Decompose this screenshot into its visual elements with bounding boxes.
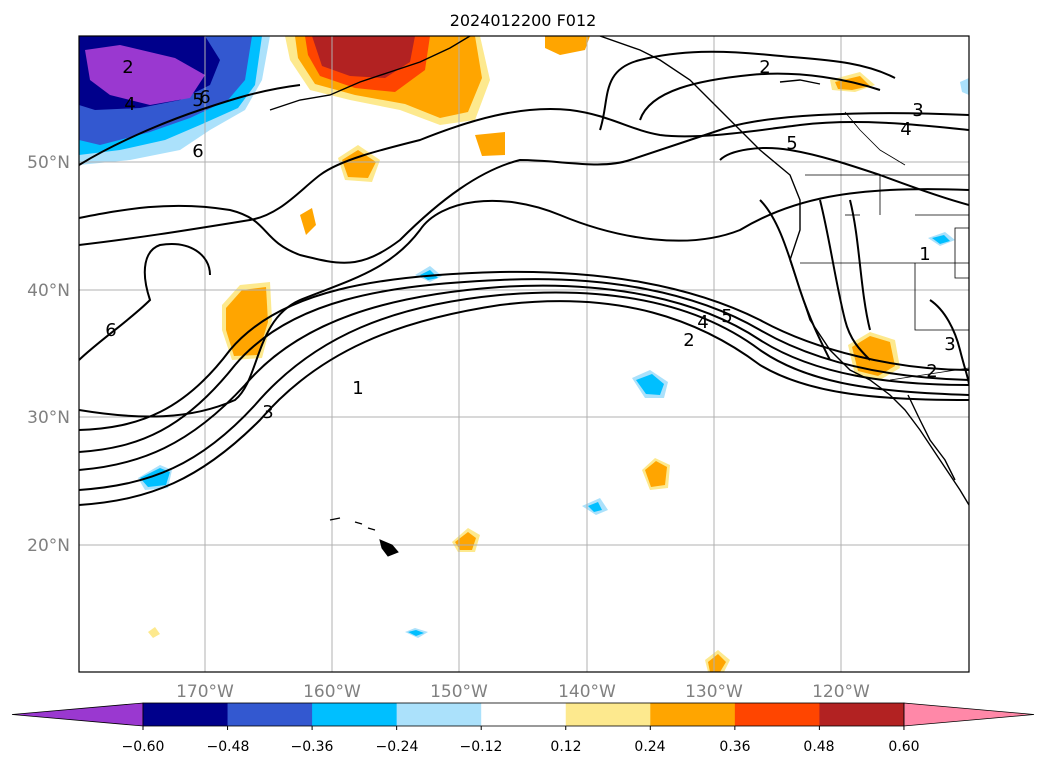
contour-lines: [79, 50, 969, 506]
colorbar-tick-label: 0.36: [719, 739, 750, 755]
colorbar-frame: [142, 702, 905, 727]
lon-label: 130°W: [685, 682, 743, 702]
longitude-labels: 170°W 160°W 150°W 140°W 130°W 120°W: [176, 682, 870, 702]
lat-label: 50°N: [27, 153, 70, 173]
contour-label: 2: [926, 361, 937, 382]
colorbar-segment: [565, 703, 651, 726]
colorbar-tick-label: −0.12: [460, 739, 503, 755]
colorbar-segment: [481, 703, 567, 726]
colorbar-segment: [396, 703, 482, 726]
contour-label: 6: [192, 141, 203, 162]
positive-anomaly-gulf-of-alaska: [285, 36, 590, 156]
negative-anomaly-northwest: [79, 36, 270, 165]
contour-label: 4: [124, 94, 135, 115]
contour-label: 4: [697, 312, 708, 333]
lat-label: 20°N: [27, 536, 70, 556]
lon-label: 170°W: [176, 682, 234, 702]
contour-label: 2: [759, 57, 770, 78]
colorbar-extend-max: [903, 702, 1035, 727]
map-gridlines: [79, 36, 969, 672]
colorbar-segment: [143, 703, 229, 726]
contour-labels: 2 4 5 6 6 2 3 4 5 1 5 4 2 1 3 6 3 2: [105, 57, 955, 423]
contour-label: 3: [262, 402, 273, 423]
contour-label: 1: [919, 244, 930, 265]
colorbar-tick-label: 0.12: [550, 739, 581, 755]
colorbar-tick-label: −0.24: [376, 739, 419, 755]
contour-label: 3: [912, 100, 923, 121]
colorbar: [11, 702, 1035, 730]
colorbar-segment: [650, 703, 736, 726]
contour-label: 6: [199, 87, 210, 108]
colorbar-tick-label: −0.60: [122, 739, 165, 755]
lon-label: 150°W: [430, 682, 488, 702]
contour-label: 2: [683, 330, 694, 351]
map-frame: [78, 35, 970, 673]
contour-label: 3: [944, 334, 955, 355]
contour-label: 2: [122, 57, 133, 78]
colorbar-extend-min: [11, 702, 144, 727]
colorbar-tick-label: 0.24: [634, 739, 665, 755]
latitude-labels: 50°N 40°N 30°N 20°N: [27, 153, 70, 556]
contour-label: 5: [786, 133, 797, 154]
lon-label: 140°W: [558, 682, 616, 702]
contour-label: 5: [192, 90, 203, 111]
colorbar-segment: [227, 703, 313, 726]
lon-label: 120°W: [812, 682, 870, 702]
colorbar-tick-label: 0.60: [888, 739, 919, 755]
lat-label: 30°N: [27, 408, 70, 428]
contour-label: 5: [721, 306, 732, 327]
map-title: 2024012200 F012: [450, 11, 597, 30]
colorbar-segment: [734, 703, 820, 726]
map-layers: 2 4 5 6 6 2 3 4 5 1 5 4 2 1 3 6 3 2: [79, 36, 969, 672]
contour-label: 1: [352, 378, 363, 399]
lon-label: 160°W: [303, 682, 361, 702]
colorbar-segment: [312, 703, 398, 726]
map-background: [79, 36, 969, 672]
colorbar-segment: [819, 703, 905, 726]
colorbar-tick-labels: −0.60 −0.48 −0.36 −0.24 −0.12 0.12 0.24 …: [122, 739, 920, 755]
contour-label: 6: [105, 320, 116, 341]
colorbar-tick-label: 0.48: [803, 739, 834, 755]
contour-label: 4: [900, 119, 911, 140]
lat-label: 40°N: [27, 281, 70, 301]
colorbar-tick-label: −0.48: [207, 739, 250, 755]
colorbar-tick-label: −0.36: [291, 739, 334, 755]
